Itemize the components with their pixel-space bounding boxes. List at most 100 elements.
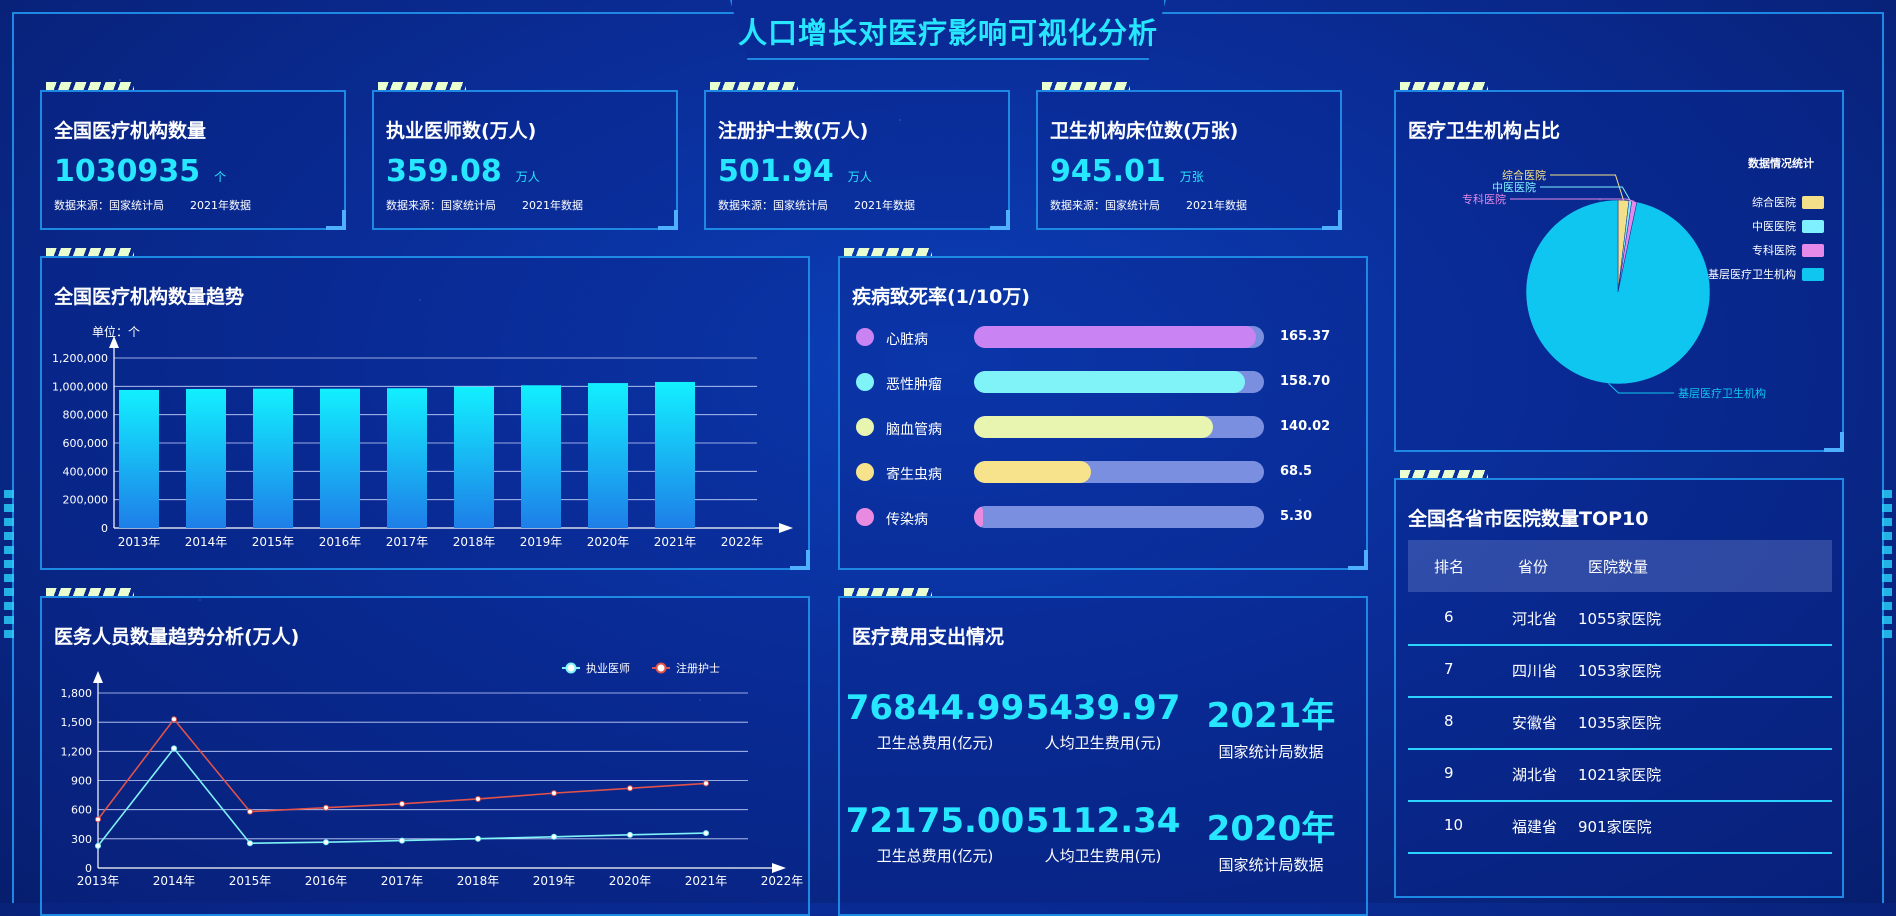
bar-y-tick: 600,000	[63, 437, 109, 450]
line-point	[399, 837, 405, 844]
kpi-title: 卫生机构床位数(万张)	[1050, 120, 1239, 142]
mortality-value: 68.5	[1280, 464, 1313, 479]
line-x-tick: 2019年	[533, 874, 576, 888]
cost-value: 72175.00	[845, 801, 1025, 841]
panel-title: 医疗卫生机构占比	[1408, 120, 1561, 142]
cost-cell: 5112.34 人均卫生费用(元)	[1008, 801, 1198, 866]
line-series	[97, 747, 707, 847]
line-point	[627, 831, 633, 838]
bar-y-tick: 1,000,000	[52, 380, 108, 393]
cost-value: 5439.97	[1025, 688, 1181, 728]
header-province: 省份	[1518, 558, 1549, 576]
kpi-value: 1030935	[54, 154, 201, 189]
count-cell: 1021家医院	[1578, 766, 1662, 784]
table-row: 6 河北省 1055家医院	[1408, 592, 1832, 646]
mortality-bar-track	[974, 461, 1264, 483]
bar	[387, 388, 427, 528]
line-x-tick: 2021年	[685, 874, 728, 888]
y-axis-arrow	[109, 336, 119, 348]
line-x-tick: 2014年	[153, 874, 196, 888]
pie-legend-swatch	[1802, 220, 1824, 233]
staff-trend-panel: 医务人员数量趋势分析(万人) 0 300 600 900 1,200 1,500 1,800…	[40, 588, 810, 916]
pie-callout-label: 基层医疗卫生机构	[1678, 386, 1766, 400]
line-x-tick: 2017年	[381, 874, 424, 888]
mortality-value: 140.02	[1280, 419, 1331, 434]
mortality-panel: 疾病致死率(1/10万) 心脏病 165.37 恶性肿瘤 158.70 脑血管病 140.…	[838, 248, 1368, 570]
bar	[253, 388, 293, 528]
pie-callout-line	[1608, 383, 1674, 394]
pie-legend-swatch	[1802, 196, 1824, 209]
cost-label: 卫生总费用(亿元)	[876, 847, 994, 865]
province-cell: 四川省	[1512, 662, 1558, 680]
bar-x-tick: 2015年	[252, 535, 295, 549]
province-cell: 湖北省	[1512, 766, 1558, 784]
bar	[186, 388, 226, 528]
table-row: 7 四川省 1053家医院	[1408, 644, 1832, 698]
line-point	[475, 835, 481, 842]
cost-value: 2021年	[1206, 696, 1336, 736]
kpi-card-institutions: 全国医疗机构数量 1030935 个 数据来源：国家统计局 2021年数据	[40, 82, 346, 230]
top10-panel: 全国各省市医院数量TOP10 排名 省份 医院数量 6 河北省 1055家医院 7 四川…	[1394, 470, 1844, 898]
bar-y-tick: 0	[101, 522, 108, 535]
mortality-dot	[856, 373, 874, 391]
line-x-tick: 2015年	[229, 874, 272, 888]
pie-legend-label: 基层医疗卫生机构	[1708, 267, 1796, 281]
kpi-source: 数据来源：国家统计局	[54, 199, 164, 212]
pie-slice	[1525, 199, 1711, 385]
kpi-source: 数据来源：国家统计局	[386, 199, 496, 212]
kpi-year: 2021年数据	[854, 199, 915, 212]
line-x-tick: 2018年	[457, 874, 500, 888]
rank-cell: 7	[1444, 660, 1454, 678]
mortality-bar-fill	[974, 506, 984, 528]
line-point	[627, 785, 633, 792]
cost-label: 人均卫生费用(元)	[1044, 847, 1162, 865]
line-point	[95, 842, 101, 849]
left-side-decoration	[4, 490, 14, 640]
mortality-name: 传染病	[886, 512, 928, 528]
province-cell: 河北省	[1512, 610, 1558, 628]
bar-x-tick: 2016年	[319, 535, 362, 549]
cost-value: 5112.34	[1025, 801, 1181, 841]
bar	[521, 385, 561, 528]
mortality-value: 5.30	[1280, 509, 1313, 524]
kpi-value: 945.01	[1050, 154, 1166, 189]
cost-label: 国家统计局数据	[1218, 856, 1324, 874]
header-rank: 排名	[1434, 558, 1465, 576]
line-y-tick: 1,200	[61, 745, 93, 758]
kpi-year: 2021年数据	[1186, 199, 1247, 212]
cost-cell: 76844.99 卫生总费用(亿元)	[840, 688, 1030, 753]
pie-callout-line	[1550, 174, 1624, 201]
cost-cell: 5439.97 人均卫生费用(元)	[1008, 688, 1198, 753]
bar	[655, 381, 695, 528]
mortality-dot	[856, 508, 874, 526]
cost-label: 卫生总费用(亿元)	[876, 734, 994, 752]
line-point	[475, 795, 481, 802]
page-title: 人口增长对医疗影响可视化分析	[737, 16, 1158, 50]
pie-legend-title: 数据情况统计	[1748, 156, 1814, 170]
bar-x-tick: 2019年	[520, 535, 563, 549]
pie-legend-label: 综合医院	[1752, 195, 1796, 209]
line-chart: 0 300 600 900 1,200 1,500 1,800 2013年 2014年 2015年…	[61, 661, 804, 888]
mortality-value: 158.70	[1280, 374, 1331, 389]
count-cell: 1055家医院	[1578, 610, 1662, 628]
table-row: 10 福建省 901家医院	[1408, 800, 1832, 854]
line-point	[703, 780, 709, 787]
cost-label: 国家统计局数据	[1218, 743, 1324, 761]
cost-value: 76844.99	[845, 688, 1025, 728]
line-y-tick: 0	[85, 862, 92, 875]
mortality-bar-fill	[974, 461, 1091, 483]
cost-label: 人均卫生费用(元)	[1044, 734, 1162, 752]
institution-trend-panel: 全国医疗机构数量趋势 单位：个 0 200,000 400,000 600,000 80…	[40, 248, 810, 570]
pie-legend-swatch	[1802, 244, 1824, 257]
mortality-dot	[856, 328, 874, 346]
kpi-source: 数据来源：国家统计局	[718, 199, 828, 212]
bar-y-tick: 1,200,000	[52, 352, 108, 365]
mortality-name: 脑血管病	[886, 422, 942, 438]
bar-x-tick: 2022年	[721, 535, 764, 549]
pie-legend-label: 中医医院	[1752, 219, 1796, 233]
bar-y-tick: 400,000	[63, 465, 109, 478]
bar	[119, 389, 159, 528]
kpi-value: 359.08	[386, 154, 502, 189]
table-row: 9 湖北省 1021家医院	[1408, 748, 1832, 802]
legend-label: 执业医师	[586, 661, 630, 675]
